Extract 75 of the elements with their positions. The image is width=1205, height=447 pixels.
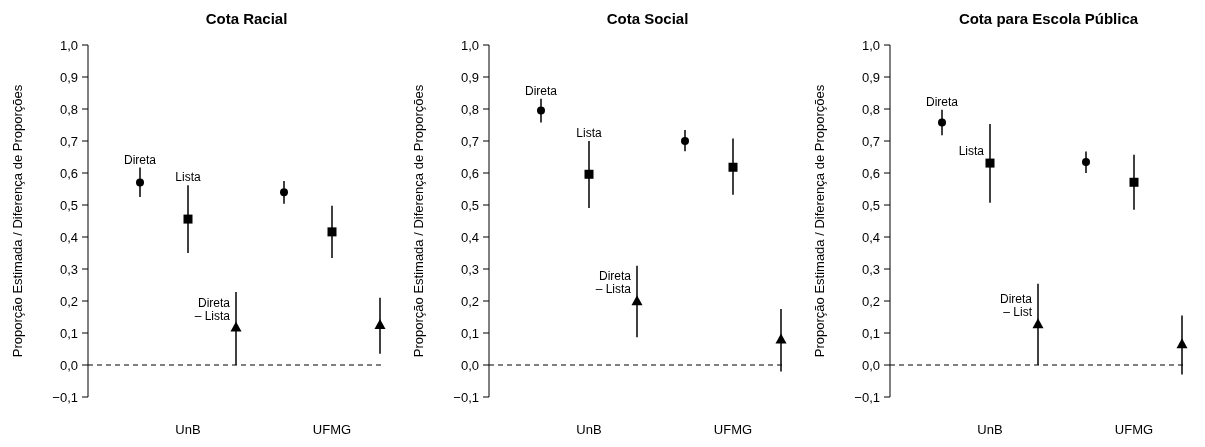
point (136, 178, 144, 187)
y-tick-label: 0,4 (861, 229, 880, 245)
series-label: Direta (925, 94, 959, 109)
x-tick-label: UFMG (312, 422, 352, 437)
y-tick-label: 0,6 (861, 165, 880, 181)
text: Lista (576, 126, 602, 140)
series-label: Direta (123, 152, 157, 167)
y-tick-label: 1,0 (861, 37, 880, 53)
series-label: Direta (524, 83, 558, 98)
y-tick-label: 0,8 (460, 101, 479, 117)
y-tick-label: 0,1 (59, 325, 78, 341)
point (584, 169, 594, 179)
y-tick-label: 0,3 (59, 261, 78, 277)
series-label: Direta – Lista (595, 269, 632, 297)
series-label: Direta – List (999, 292, 1033, 320)
y-tick-label: 0,9 (59, 69, 78, 85)
y-tick-label: 0,7 (59, 133, 78, 149)
y-tick-label: 0,0 (460, 357, 479, 373)
point (1129, 177, 1139, 187)
y-tick-label: 0,8 (861, 101, 880, 117)
x-tick-label: UnB (977, 422, 1003, 437)
y-tick-label: 0,2 (460, 293, 479, 309)
point (374, 319, 386, 329)
y-tick-label: 0,4 (460, 229, 479, 245)
series-label: Direta – Lista (194, 295, 231, 323)
y-tick-label: 0,4 (59, 229, 78, 245)
y-tick-label: 0,7 (460, 133, 479, 149)
chart-title: Cota para Escola Pública (958, 10, 1139, 27)
y-tick-label: −0,1 (453, 389, 479, 405)
y-tick-label: 0,3 (861, 261, 880, 277)
y-tick-label: 0,5 (59, 197, 78, 213)
y-tick-label: 0,6 (59, 165, 78, 181)
y-tick-label: 0,1 (460, 325, 479, 341)
point (631, 295, 643, 306)
y-tick-label: −0,1 (52, 389, 78, 405)
point (728, 162, 738, 172)
y-tick-label: 1,0 (460, 37, 479, 53)
y-tick-label: 0,5 (861, 197, 880, 213)
point (1176, 338, 1188, 349)
point (985, 158, 995, 168)
point (1032, 318, 1044, 329)
y-tick-label: −0,1 (854, 389, 880, 405)
point (775, 333, 787, 344)
point (681, 137, 689, 145)
point (230, 321, 242, 332)
text: Lista (175, 170, 201, 185)
y-axis-title: Proporção Estimada / Diferença de Proporções (411, 84, 426, 358)
point (183, 214, 193, 224)
x-tick-label: UnB (576, 422, 602, 437)
y-tick-label: 0,9 (460, 69, 479, 85)
y-tick-label: 0,3 (460, 261, 479, 277)
y-tick-label: 0,2 (59, 293, 78, 309)
x-tick-label: UFMG (713, 422, 753, 437)
y-tick-label: 0,0 (861, 357, 880, 373)
chart-title: Cota Racial (205, 10, 288, 27)
point (938, 118, 946, 127)
y-tick-label: 0,0 (59, 357, 78, 373)
y-axis-title: Proporção Estimada / Diferença de Proporções (812, 84, 827, 358)
chart-title: Cota Social (606, 10, 689, 27)
y-tick-label: 0,5 (460, 197, 479, 213)
y-axis-title: Proporção Estimada / Diferença de Proporções (10, 84, 25, 358)
y-tick-label: 0,1 (861, 325, 880, 341)
point (327, 227, 337, 237)
point (1082, 158, 1090, 167)
y-tick-label: 0,7 (861, 133, 880, 149)
y-tick-label: 0,6 (460, 165, 479, 181)
y-tick-label: 0,9 (861, 69, 880, 85)
point (280, 188, 288, 197)
x-tick-label: UnB (175, 422, 201, 437)
x-tick-label: UFMG (1114, 422, 1154, 437)
y-tick-label: 0,2 (861, 293, 880, 309)
series-label: Lista (958, 144, 985, 159)
point (537, 106, 545, 115)
y-tick-label: 0,8 (59, 101, 78, 117)
y-tick-label: 1,0 (59, 37, 78, 53)
